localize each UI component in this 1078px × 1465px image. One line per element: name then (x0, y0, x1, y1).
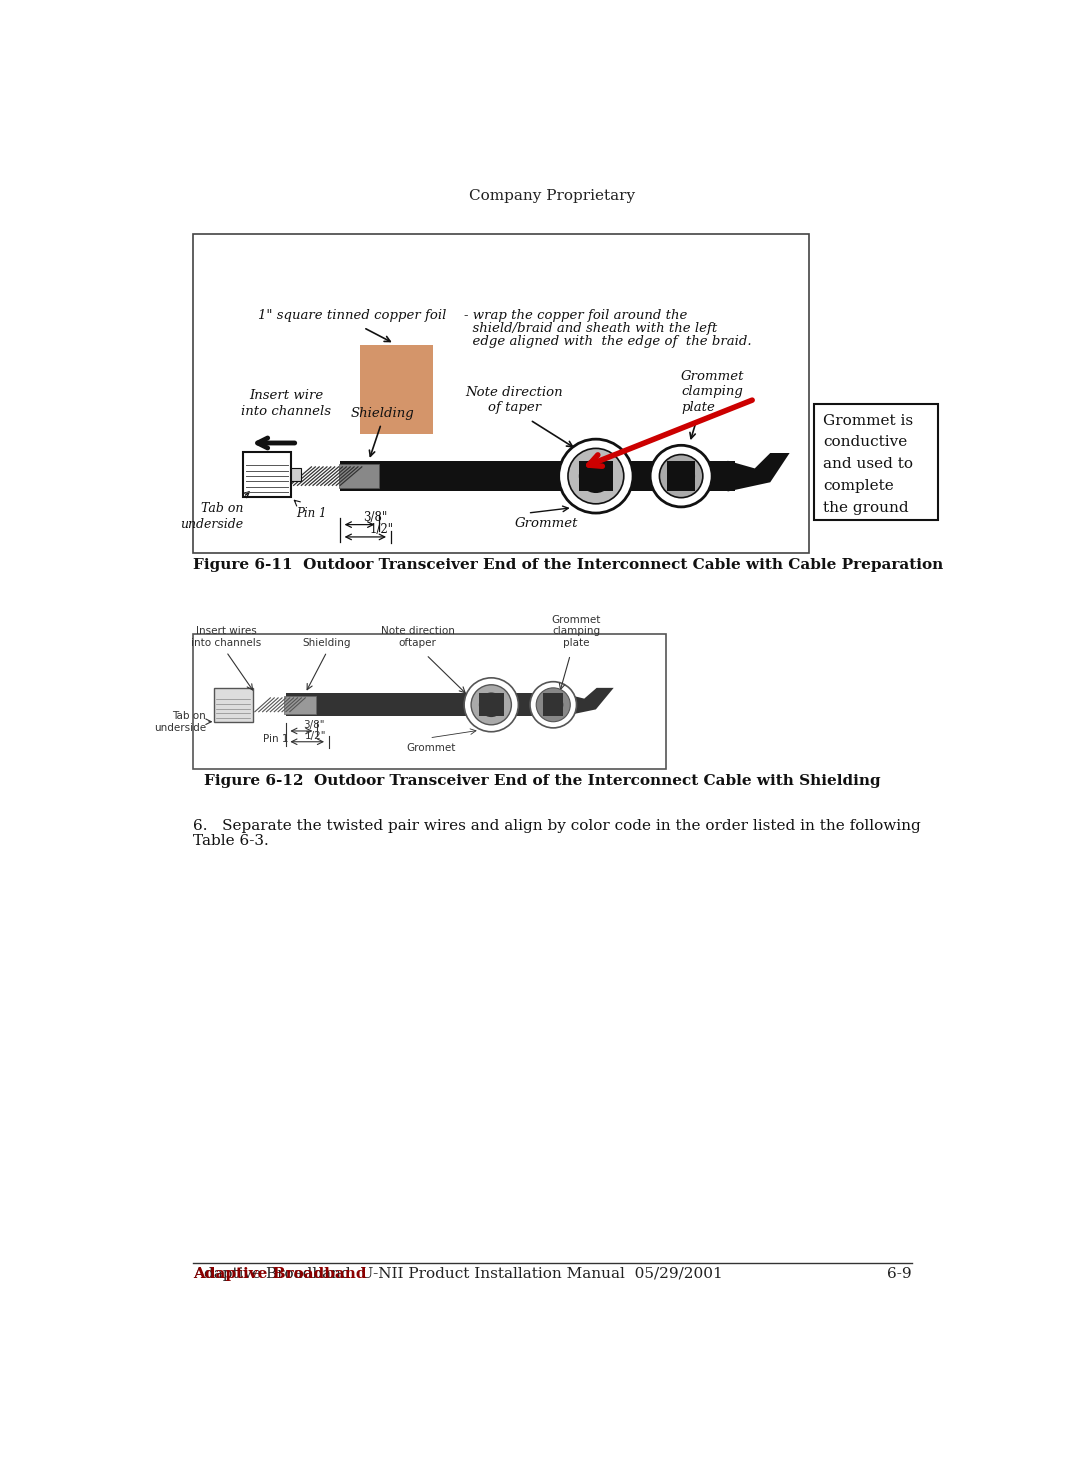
Bar (667, 460, 695, 491)
Text: Tab on
underside: Tab on underside (180, 501, 244, 530)
Bar (213, 689, 252, 722)
Text: Grommet: Grommet (406, 743, 455, 753)
Polygon shape (728, 453, 789, 491)
Text: shield/braid and sheath with the left: shield/braid and sheath with the left (465, 322, 717, 335)
Circle shape (530, 681, 577, 728)
Text: Insert wires
into channels: Insert wires into channels (191, 626, 261, 648)
Text: Note direction
oftaper: Note direction oftaper (381, 626, 455, 648)
Circle shape (543, 694, 564, 715)
Text: - wrap the copper foil around the: - wrap the copper foil around the (465, 309, 688, 322)
Circle shape (479, 693, 503, 716)
Text: Grommet
clamping
plate: Grommet clamping plate (552, 615, 602, 648)
Text: Adaptive Broadband  U-NII Product Installation Manual  05/29/2001: Adaptive Broadband U-NII Product Install… (193, 1267, 722, 1280)
Bar (814, 404, 938, 520)
Text: Pin 1: Pin 1 (296, 507, 327, 520)
Text: Figure 6-11  Outdoor Transceiver End of the Interconnect Cable with Cable Prepar: Figure 6-11 Outdoor Transceiver End of t… (193, 558, 943, 573)
Text: Company Proprietary: Company Proprietary (469, 189, 636, 202)
Bar (193, 634, 665, 769)
Text: Grommet: Grommet (514, 517, 578, 530)
Text: Figure 6-12  Outdoor Transceiver End of the Interconnect Cable with Shielding: Figure 6-12 Outdoor Transceiver End of t… (205, 774, 881, 788)
Circle shape (558, 440, 633, 513)
Circle shape (568, 448, 624, 504)
Bar (579, 460, 613, 491)
Text: Pin 1: Pin 1 (263, 734, 288, 744)
Text: Insert wire
into channels: Insert wire into channels (240, 390, 331, 419)
Circle shape (660, 454, 703, 498)
Bar (338, 464, 378, 488)
Circle shape (465, 678, 519, 731)
Circle shape (471, 684, 511, 725)
Text: Grommet is
conductive
and used to
complete
the ground: Grommet is conductive and used to comple… (823, 413, 913, 514)
Bar (479, 693, 503, 716)
Bar (244, 453, 291, 497)
Text: Table 6-3.: Table 6-3. (193, 834, 268, 848)
Bar (341, 460, 728, 491)
Text: 1/2": 1/2" (369, 523, 393, 536)
Text: 1" square tinned copper foil: 1" square tinned copper foil (258, 309, 446, 322)
Text: edge aligned with  the edge of  the braid.: edge aligned with the edge of the braid. (465, 335, 751, 349)
Text: 1/2": 1/2" (305, 731, 327, 741)
Text: 3/8": 3/8" (363, 511, 388, 524)
Text: 6-9: 6-9 (887, 1267, 912, 1280)
Bar (291, 467, 301, 482)
Circle shape (650, 445, 713, 507)
Bar (359, 346, 433, 434)
Text: Grommet
clamping
plate: Grommet clamping plate (681, 369, 745, 415)
Polygon shape (563, 689, 613, 716)
Text: Shielding: Shielding (303, 637, 351, 648)
Text: Note direction
of taper: Note direction of taper (466, 385, 564, 415)
Bar (286, 693, 563, 716)
Text: 3/8": 3/8" (303, 721, 324, 730)
Circle shape (579, 459, 613, 494)
Text: Adaptive Broadband: Adaptive Broadband (193, 1267, 367, 1280)
Bar (543, 693, 564, 716)
Text: Shielding: Shielding (350, 407, 415, 420)
Text: 6.   Separate the twisted pair wires and align by color code in the order listed: 6. Separate the twisted pair wires and a… (193, 819, 921, 832)
Text: Tab on
underside: Tab on underside (154, 711, 206, 732)
Bar (284, 696, 316, 713)
Bar (193, 233, 808, 554)
Circle shape (667, 463, 695, 489)
Circle shape (536, 689, 570, 722)
Bar (713, 460, 735, 491)
